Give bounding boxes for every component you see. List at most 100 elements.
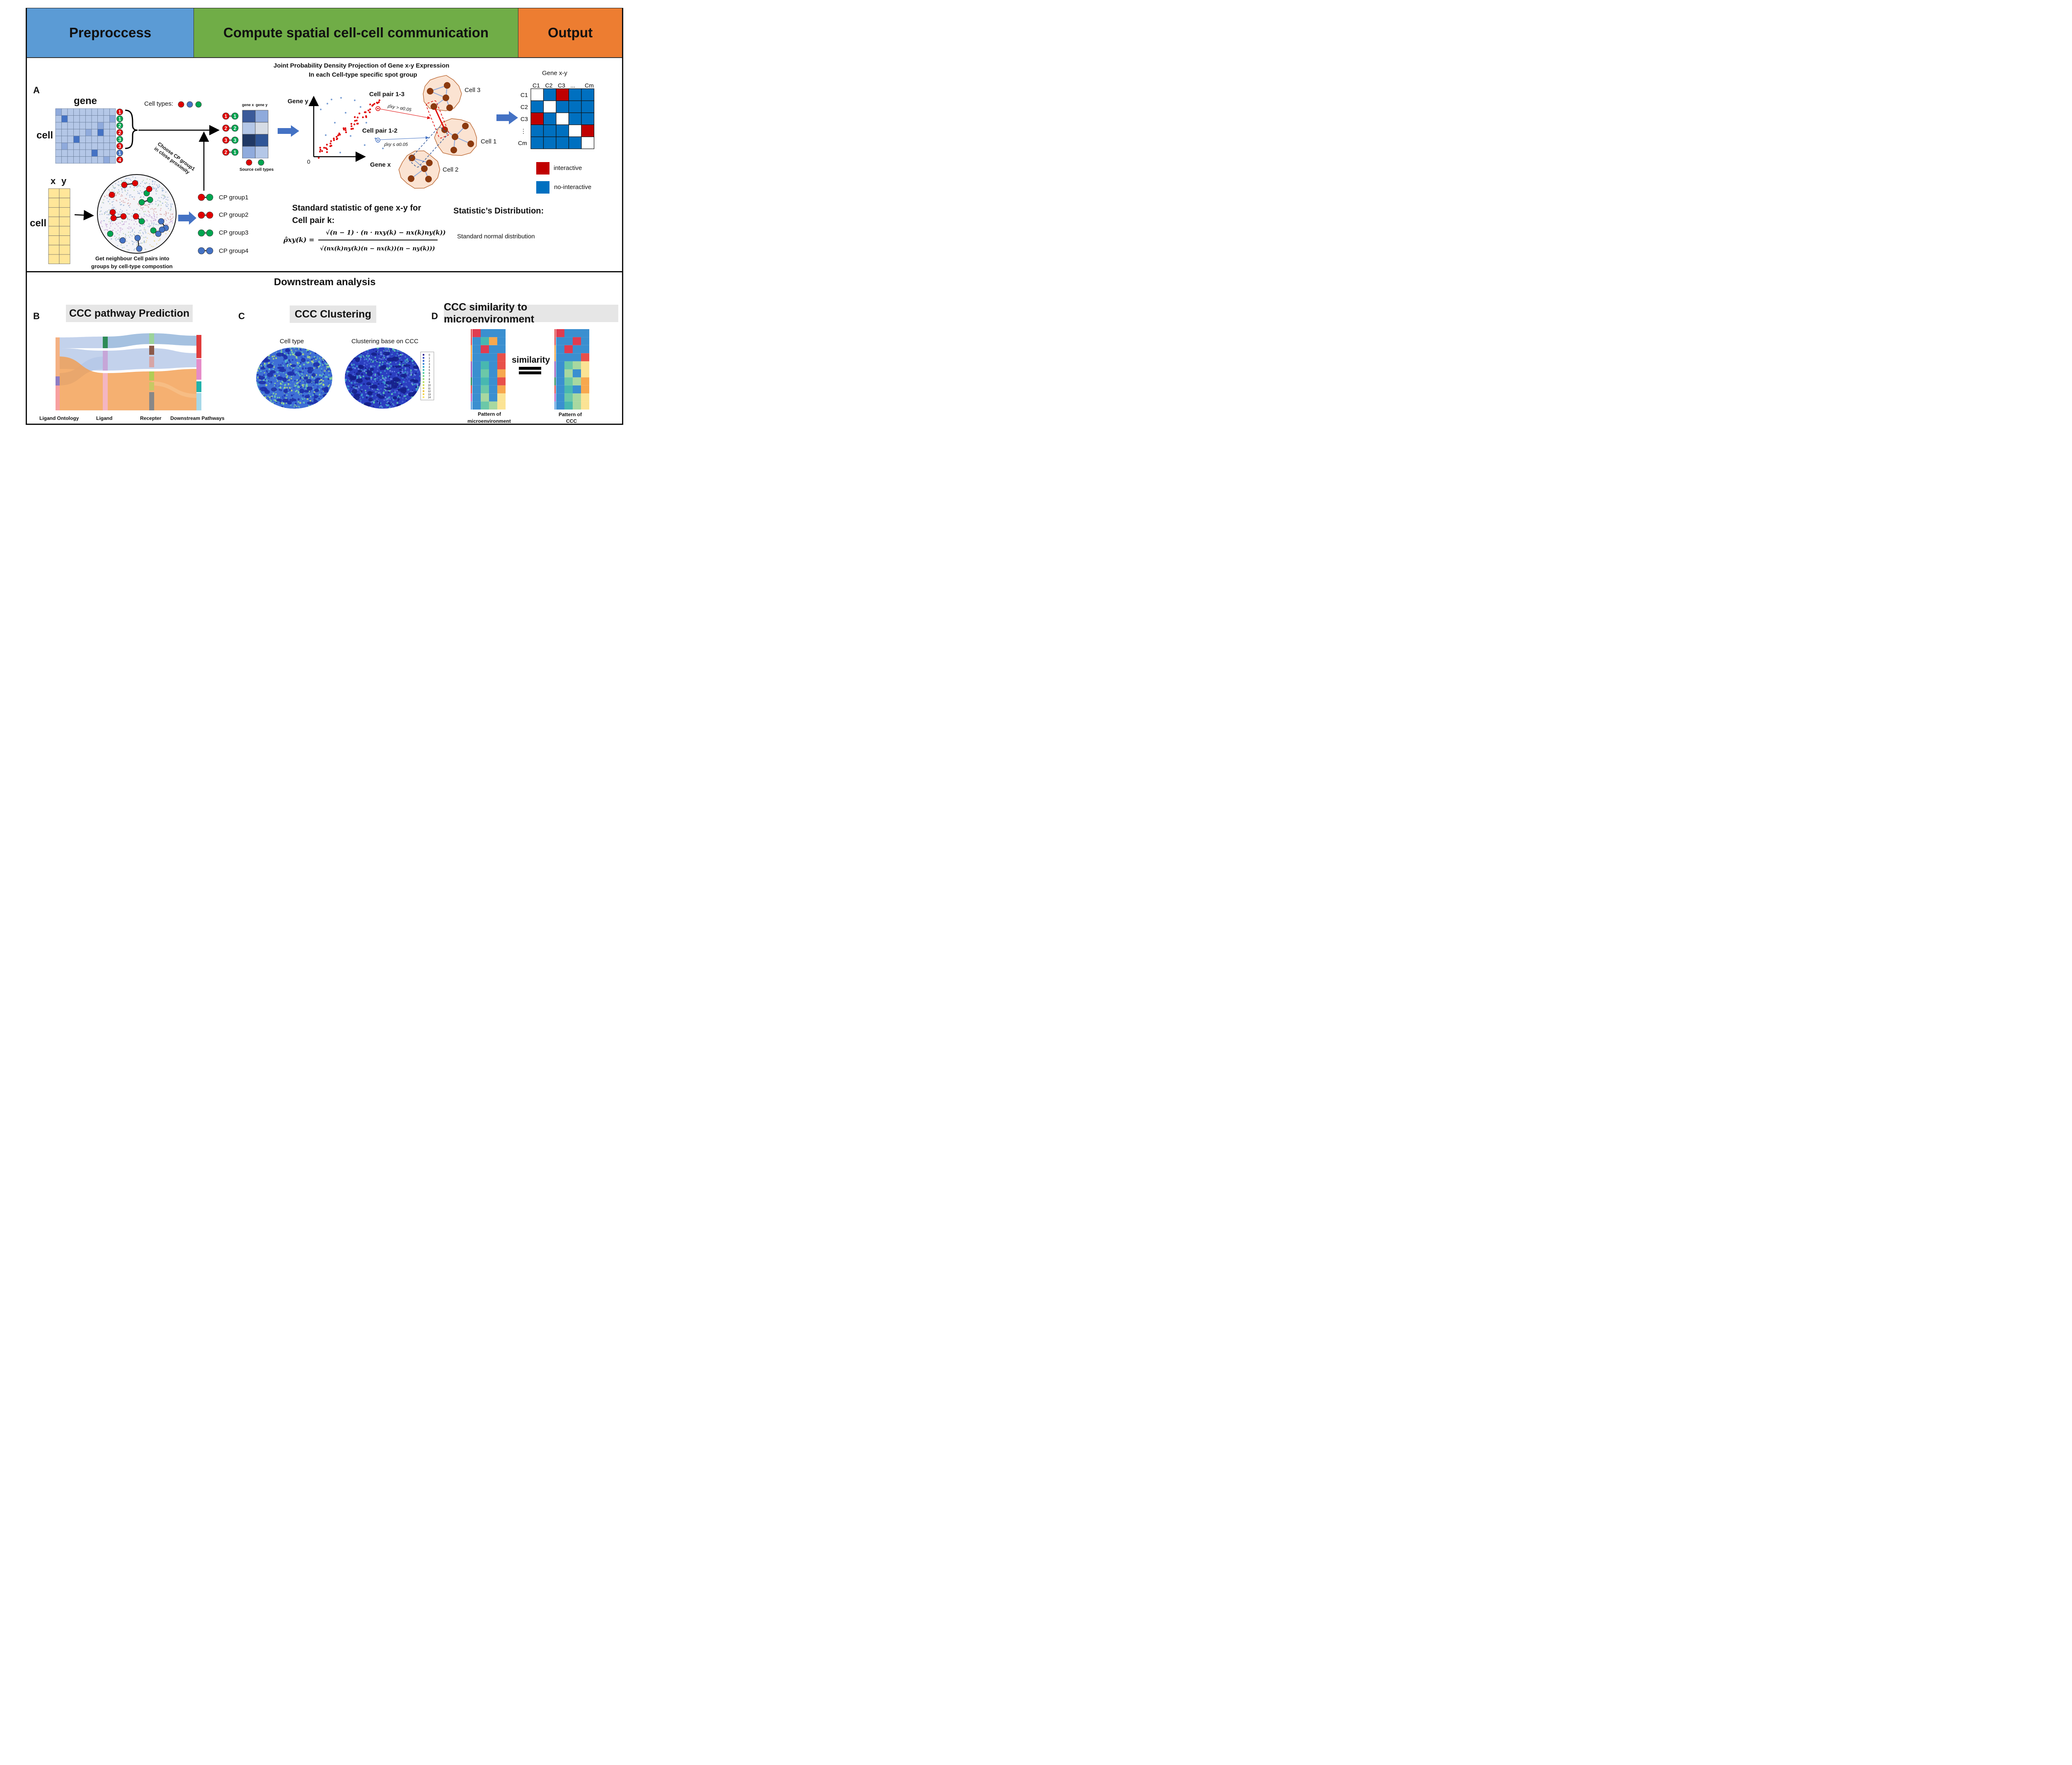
cluster-right-spot	[363, 407, 364, 409]
tissue-spot	[128, 235, 129, 236]
cluster-left-spot	[324, 408, 327, 409]
cluster-left-spot	[286, 354, 288, 356]
cluster-right-spot	[409, 351, 411, 353]
cluster-right-spot	[350, 350, 352, 352]
cluster-left-spot	[300, 376, 302, 378]
cluster-left-spot	[265, 384, 268, 386]
tissue-spot	[99, 211, 101, 212]
cluster-left-spot	[257, 365, 259, 367]
micro-heat-cell	[497, 329, 506, 337]
cluster-right-spot	[409, 361, 411, 363]
tissue-spot	[117, 184, 119, 186]
cluster-right-blob	[353, 395, 360, 400]
cluster-left-spot	[275, 405, 277, 407]
cell1-label: Cell 1	[481, 138, 497, 145]
cluster-left-spot	[300, 381, 301, 383]
cluster-left-spot	[260, 398, 261, 400]
tissue-spot	[137, 191, 138, 192]
cluster-right-spot	[346, 398, 348, 400]
cluster-right-spot	[398, 395, 399, 397]
output-matrix-cell	[543, 100, 557, 113]
tissue-spot	[155, 188, 157, 189]
cluster-right-spot	[389, 350, 390, 352]
cluster-right-spot	[347, 388, 350, 390]
cluster-left-spot	[301, 347, 303, 349]
cluster-right-spot	[364, 367, 367, 369]
gene-y-col-label: gene y	[256, 103, 268, 107]
cluster-right-spot	[360, 400, 362, 401]
cluster-left-spot	[280, 387, 282, 389]
cluster-left-spot	[332, 347, 333, 349]
cluster-right-spot	[409, 349, 411, 352]
cluster-right-spot	[370, 379, 372, 381]
distribution-title: Statistic’s Distribution:	[453, 206, 544, 216]
cluster-right-spot	[396, 402, 399, 404]
tissue-spot	[133, 233, 134, 235]
cluster-right-spot	[390, 373, 392, 376]
tissue-spot	[138, 184, 140, 186]
cluster-right-spot	[408, 402, 410, 404]
cluster-right-spot	[399, 405, 401, 407]
ccc-heat-cell	[573, 353, 581, 361]
cluster-left-spot	[296, 348, 298, 350]
tissue-spot	[166, 220, 167, 221]
cluster-left-spot	[287, 380, 288, 381]
cluster-left-spot	[288, 364, 289, 366]
cluster-right-spot	[407, 376, 409, 378]
output-matrix-cell	[556, 112, 569, 125]
output-matrix-cell	[568, 136, 582, 149]
micro-heat-cell	[481, 353, 489, 361]
micro-heat-cell	[472, 377, 481, 385]
cluster-left-spot	[329, 378, 332, 380]
tissue-spot	[140, 206, 141, 207]
tissue-spot	[108, 189, 110, 191]
matrix-col-label: C3	[558, 82, 565, 89]
matrix-cell	[97, 122, 104, 129]
ccc-heat-cell	[564, 377, 573, 385]
tissue-spot	[123, 201, 124, 203]
cluster-right-spot	[387, 380, 389, 381]
tissue-spot	[170, 205, 172, 206]
cp-cell	[206, 229, 213, 237]
cluster-left-spot	[330, 358, 332, 360]
cluster-right-spot	[348, 404, 349, 405]
cluster-right-spot	[414, 352, 416, 353]
cluster-left-spot	[284, 384, 286, 386]
cluster-left-blob	[282, 377, 287, 382]
jpd-title-line2: In each Cell-type specific spot group	[309, 71, 417, 78]
cluster-left-spot	[256, 398, 257, 400]
cluster-left-spot	[311, 356, 312, 358]
cluster-legend-label: 5	[428, 369, 430, 372]
micro-heat-cell	[489, 393, 497, 402]
source-cell-types: Source cell types	[240, 167, 274, 172]
cluster-right-spot	[345, 392, 346, 394]
cluster-left-spot	[324, 363, 326, 364]
cluster-left-spot	[256, 405, 257, 407]
tissue-spot	[152, 246, 154, 247]
cluster-right-spot	[404, 359, 406, 361]
cluster-right-spot	[414, 400, 416, 402]
cluster-right-spot	[415, 383, 417, 384]
cluster-right-spot	[401, 372, 404, 374]
tissue-spot	[158, 187, 159, 188]
cluster-left-spot	[301, 376, 303, 378]
cluster-left-spot	[312, 359, 314, 361]
cluster-left-spot	[267, 400, 269, 402]
ccc-heat-cell	[573, 377, 581, 385]
cluster-left-spot	[313, 385, 315, 386]
cluster-right-spot	[382, 381, 385, 383]
matrix-cell	[97, 108, 104, 116]
cluster-right-spot	[345, 361, 346, 364]
cluster-left-spot	[314, 407, 317, 409]
cluster-right-spot	[380, 354, 381, 355]
tissue-spot	[133, 242, 135, 243]
cluster-right-blob	[385, 381, 392, 385]
cluster-left-spot	[256, 392, 257, 394]
cluster-right-spot	[416, 351, 418, 353]
tissue-spot	[170, 221, 171, 223]
cluster-left-spot	[322, 403, 324, 405]
cluster-right-spot	[365, 406, 367, 408]
cp-cell	[206, 211, 213, 219]
cluster-right-blob	[367, 391, 373, 394]
